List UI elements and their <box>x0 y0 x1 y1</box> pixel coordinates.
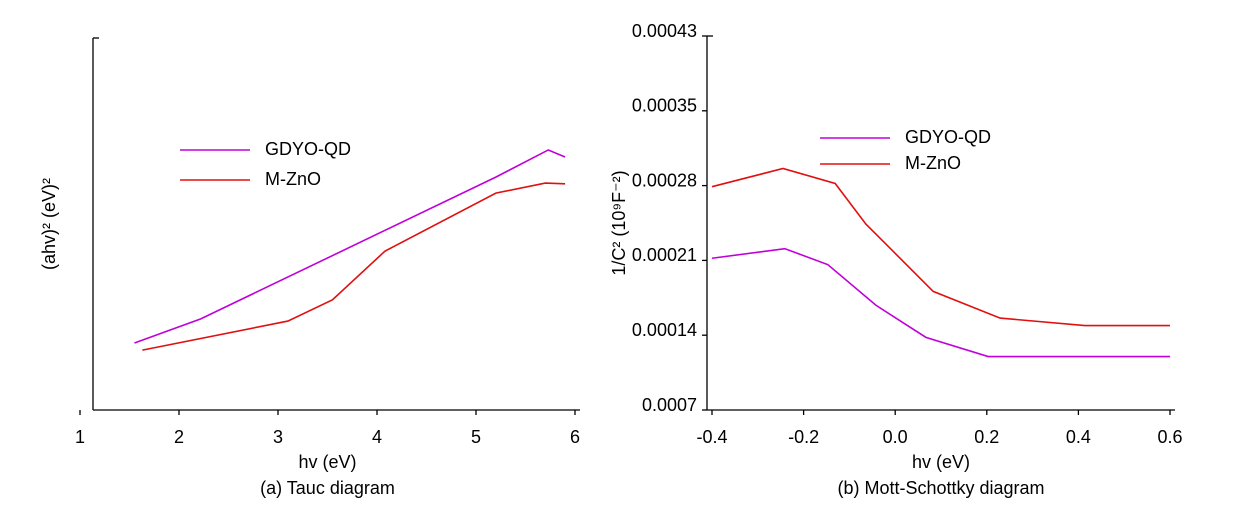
data-line <box>711 167 1170 327</box>
legend-label: M-ZnO <box>905 153 961 173</box>
chart-title: (b) Mott-Schottky diagram <box>837 478 1044 498</box>
y-axis-label: (ahv)² (eV)² <box>39 178 59 270</box>
data-line <box>134 149 566 344</box>
chart-title: (a) Tauc diagram <box>260 478 395 498</box>
y-tick-label: 0.00028 <box>632 170 697 190</box>
x-tick-label: 0.4 <box>1066 427 1091 447</box>
y-tick-label: 0.00021 <box>632 245 697 265</box>
x-tick-label: 3 <box>273 427 283 447</box>
y-tick-label: 0.00043 <box>632 21 697 41</box>
y-tick-label: 0.0007 <box>642 395 697 415</box>
x-tick-label: -0.4 <box>696 427 727 447</box>
x-tick-label: 4 <box>372 427 382 447</box>
y-tick-label: 0.00035 <box>632 96 697 116</box>
x-tick-label: 0.0 <box>883 427 908 447</box>
x-tick-label: 2 <box>174 427 184 447</box>
x-tick-label: 0.6 <box>1157 427 1182 447</box>
y-tick-label: 0.00014 <box>632 320 697 340</box>
x-axis-label: hv (eV) <box>298 452 356 472</box>
x-tick-label: 6 <box>570 427 580 447</box>
x-tick-label: 1 <box>75 427 85 447</box>
x-axis-label: hv (eV) <box>912 452 970 472</box>
legend-label: GDYO-QD <box>905 127 991 147</box>
x-tick-label: 0.2 <box>974 427 999 447</box>
x-tick-label: 5 <box>471 427 481 447</box>
legend-label: M-ZnO <box>265 169 321 189</box>
data-line <box>711 247 1170 358</box>
x-tick-label: -0.2 <box>788 427 819 447</box>
legend-label: GDYO-QD <box>265 139 351 159</box>
data-line <box>142 182 566 351</box>
y-axis-label: 1/C² (10⁹F⁻²) <box>609 170 629 275</box>
